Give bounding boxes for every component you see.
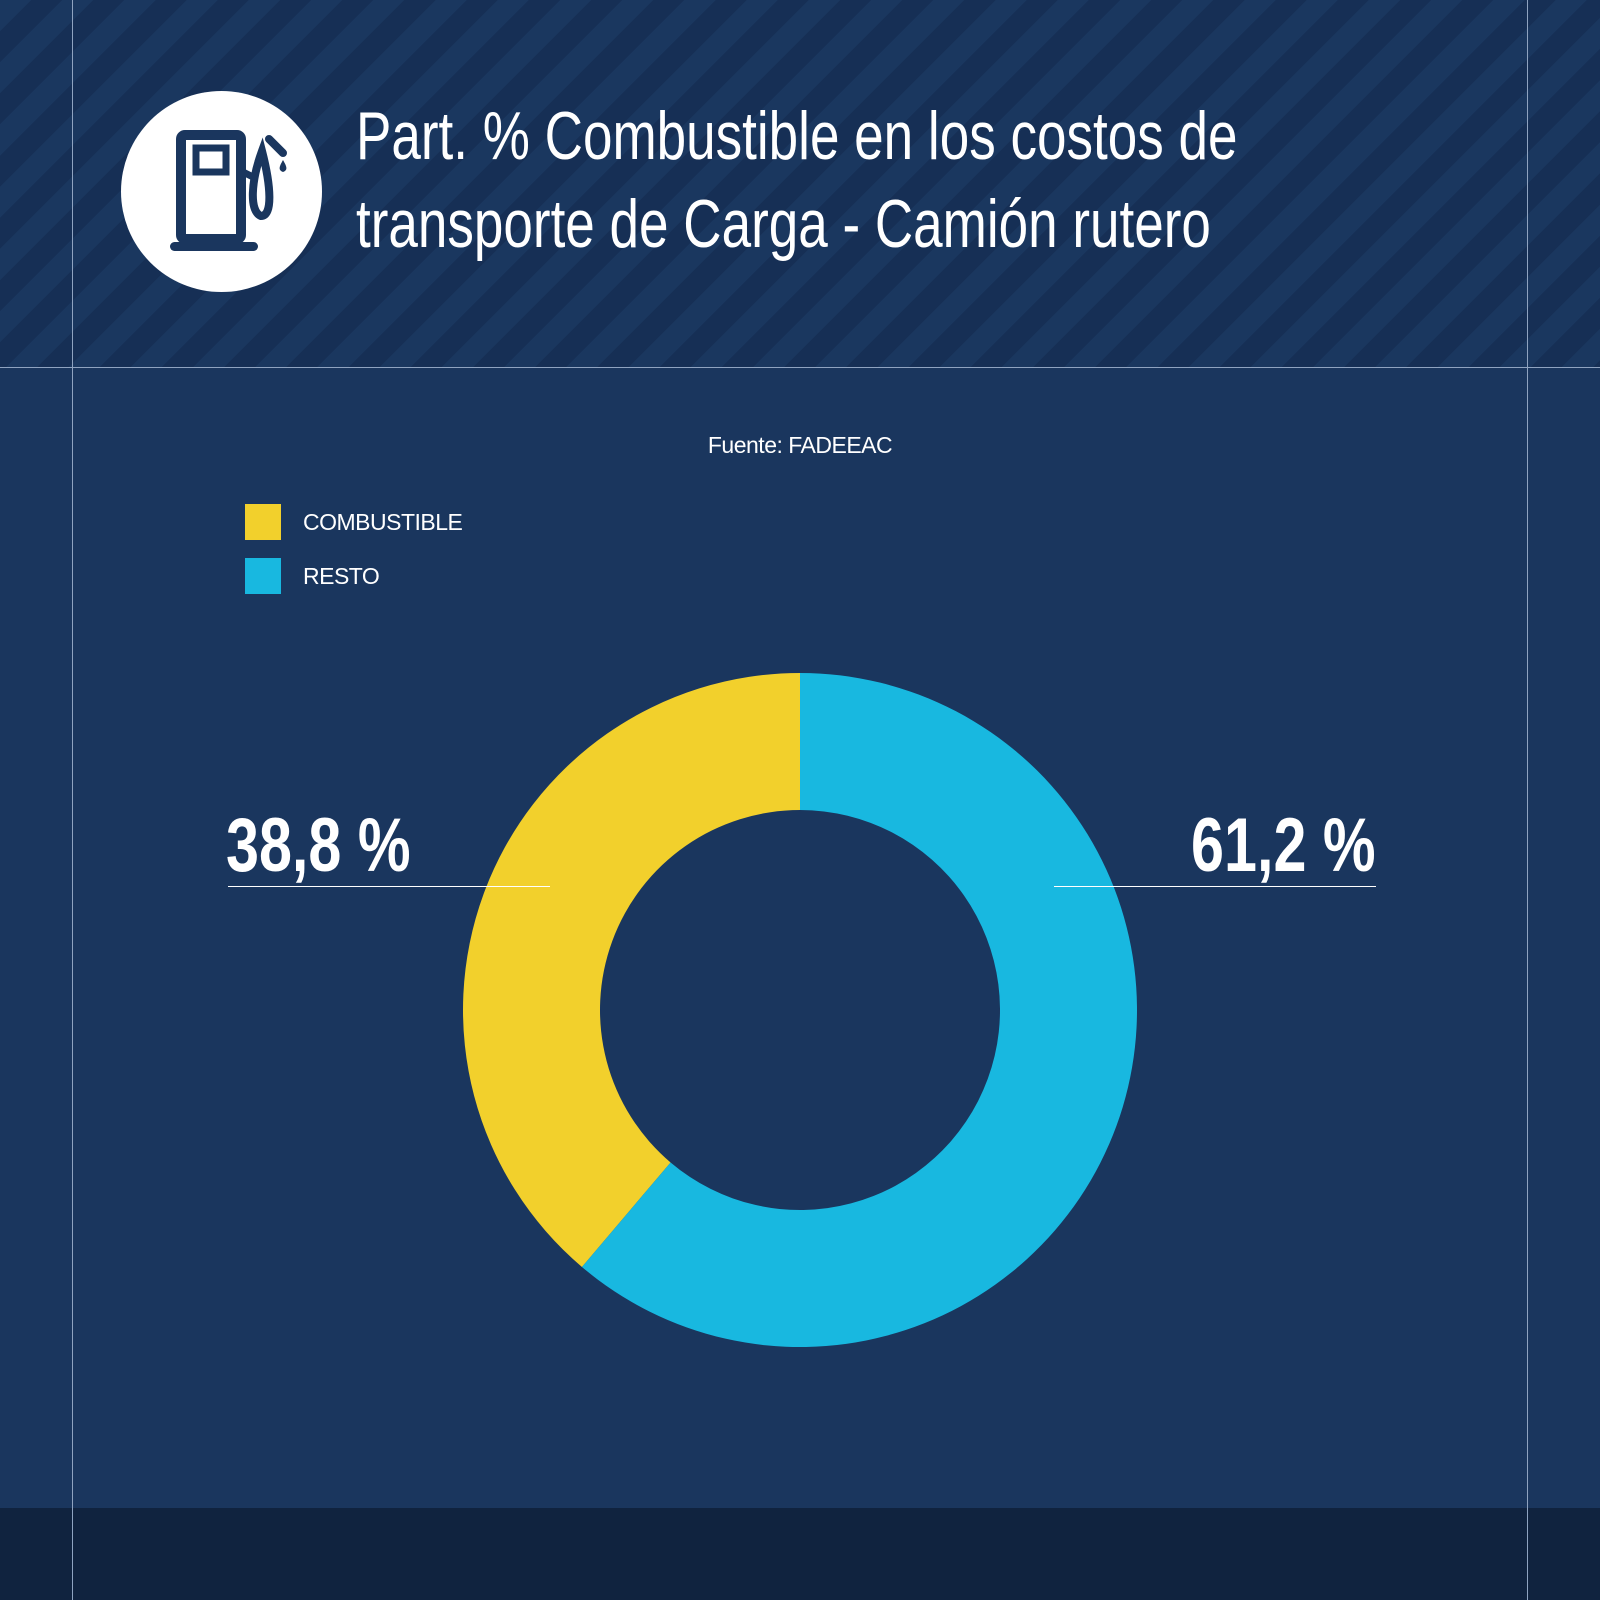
legend-label-resto: RESTO [303,562,380,589]
donut-segment-resto [581,673,1138,1348]
legend-swatch-combustible [245,504,281,540]
guide-line-right [1527,0,1528,1600]
title-line-1: Part. % Combustible en los costos de [356,98,1238,174]
legend-label-combustible: COMBUSTIBLE [303,508,463,535]
leader-line-combustible [228,886,550,887]
title-line-2: transporte de Carga - Camión rutero [356,186,1211,262]
legend-item-combustible: COMBUSTIBLE [245,504,463,540]
source-note: Fuente: FADEEAC [707,432,893,458]
data-label-resto: 61,2 % [1191,803,1376,888]
leader-line-resto [1054,886,1376,887]
data-label-combustible: 38,8 % [226,803,411,888]
donut-segment-combustible [463,673,800,1267]
guide-line-left [72,0,73,1600]
fuel-pump-icon [121,91,322,292]
legend-swatch-resto [245,558,281,594]
page-title: Part. % Combustible en los costos de tra… [356,92,1237,268]
footer-band [0,1508,1600,1600]
legend-item-resto: RESTO [245,558,380,594]
header-divider [0,367,1600,368]
